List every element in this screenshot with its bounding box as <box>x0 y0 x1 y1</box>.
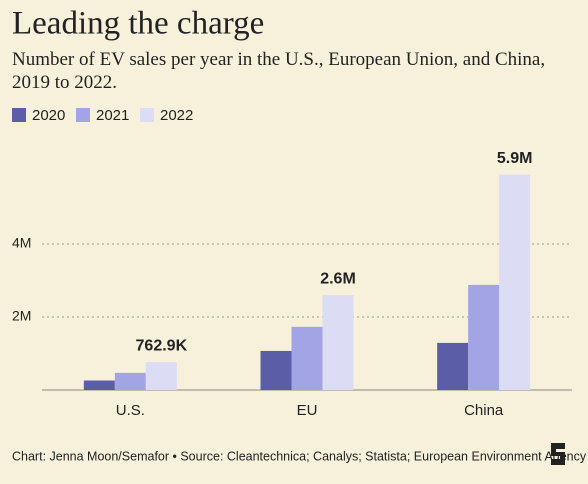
y-tick-label: 2M <box>12 308 31 324</box>
legend-label: 2020 <box>32 107 65 124</box>
chart-title: Leading the charge <box>12 6 264 42</box>
x-tick-label: EU <box>297 402 318 419</box>
legend-swatch <box>12 108 26 122</box>
legend-swatch <box>76 108 90 122</box>
legend-swatch <box>140 108 154 122</box>
legend-label: 2021 <box>96 107 129 124</box>
bar <box>468 284 500 390</box>
bar <box>291 326 323 390</box>
data-label: 2.6M <box>320 270 356 287</box>
data-label: 762.9K <box>136 337 188 354</box>
bar <box>260 350 292 390</box>
bar <box>83 380 115 390</box>
logo-mark <box>551 443 565 465</box>
footer: Chart: Jenna Moon/Semafor • Source: Clea… <box>12 449 587 463</box>
bar <box>499 174 531 390</box>
bar <box>322 295 354 390</box>
bar <box>114 372 146 390</box>
y-tick-label: 4M <box>12 235 31 251</box>
subtitle-box: Number of EV sales per year in the U.S.,… <box>12 49 546 93</box>
legend-label: 2022 <box>160 107 193 124</box>
bar <box>145 362 177 390</box>
bar <box>437 342 469 390</box>
x-tick-label: China <box>464 402 504 419</box>
x-tick-label: U.S. <box>116 402 145 419</box>
chart-subtitle: Number of EV sales per year in the U.S.,… <box>12 49 546 93</box>
logo <box>551 443 565 465</box>
data-label: 5.9M <box>497 150 533 167</box>
